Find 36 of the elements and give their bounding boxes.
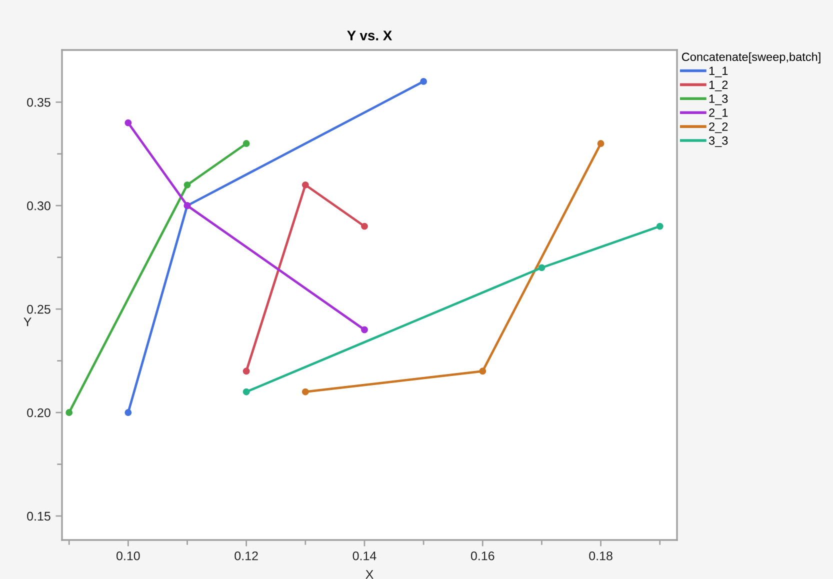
- point: [656, 222, 664, 230]
- point: [302, 181, 309, 188]
- x-tick-label: 0.10: [116, 551, 140, 560]
- legend-label: 2_2: [709, 122, 728, 134]
- point: [361, 326, 368, 334]
- x-tick-label: 0.18: [589, 551, 612, 560]
- y-axis-title: Y: [24, 318, 32, 326]
- x-tick-label: 0.16: [470, 551, 494, 560]
- chart-title: Y vs. X: [347, 30, 392, 40]
- y-tick-label: 0.15: [27, 512, 50, 521]
- point: [597, 140, 604, 148]
- point: [420, 78, 428, 85]
- y-tick-label: 0.35: [27, 98, 50, 107]
- x-axis-title: X: [366, 570, 374, 579]
- point: [538, 264, 546, 272]
- point: [242, 140, 250, 148]
- point: [361, 222, 368, 230]
- point: [242, 368, 250, 375]
- point: [479, 368, 486, 375]
- y-tick-label: 0.20: [27, 408, 50, 418]
- legend-label: 3_3: [708, 136, 728, 147]
- legend-label: 1_1: [709, 66, 728, 78]
- x-tick-label: 0.14: [352, 551, 376, 560]
- point: [124, 119, 132, 126]
- y-tick-label: 0.30: [27, 201, 50, 210]
- legend-title: Concatenate[sweep,batch]: [682, 52, 820, 64]
- x-tick-label: 0.12: [234, 551, 258, 560]
- legend-label: 1_3: [709, 94, 728, 106]
- point: [302, 388, 309, 396]
- legend-label: 2_1: [709, 108, 728, 120]
- point: [242, 388, 250, 396]
- point: [66, 409, 73, 416]
- y-tick-label: 0.25: [27, 304, 50, 314]
- point: [124, 409, 132, 416]
- legend-label: 1_2: [709, 80, 728, 92]
- point: [184, 181, 191, 188]
